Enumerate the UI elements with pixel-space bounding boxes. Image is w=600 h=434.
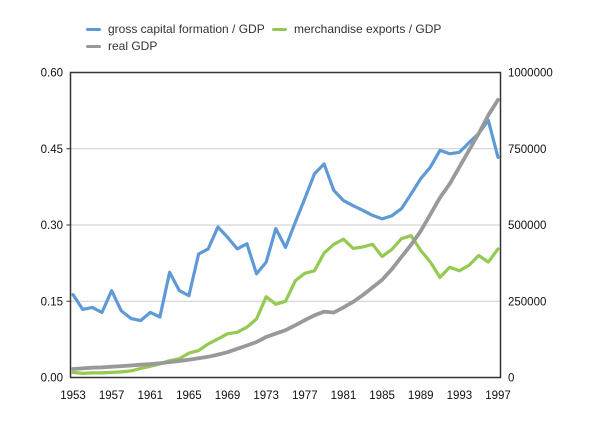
svg-text:1989: 1989 xyxy=(408,390,434,402)
svg-text:1993: 1993 xyxy=(447,390,473,402)
svg-text:0: 0 xyxy=(508,373,514,385)
svg-text:1969: 1969 xyxy=(215,390,241,402)
legend-line-swatch-gray-icon xyxy=(86,45,101,48)
svg-text:1953: 1953 xyxy=(60,390,86,402)
legend-label-real-gdp: real GDP xyxy=(108,39,158,53)
svg-text:0.45: 0.45 xyxy=(41,144,63,156)
svg-text:250000: 250000 xyxy=(508,296,546,308)
legend-line-swatch-green-icon xyxy=(272,28,287,31)
svg-text:0.30: 0.30 xyxy=(41,220,63,232)
legend-column-left: gross capital formation / GDP real GDP xyxy=(86,22,272,56)
svg-text:1957: 1957 xyxy=(99,390,125,402)
legend-column-right: merchandise exports / GDP xyxy=(272,22,441,39)
legend-line-swatch-blue-icon xyxy=(86,28,101,31)
svg-text:750000: 750000 xyxy=(508,144,546,156)
svg-text:1977: 1977 xyxy=(292,390,318,402)
svg-text:1997: 1997 xyxy=(485,390,511,402)
svg-text:1981: 1981 xyxy=(331,390,357,402)
legend-label-gross-capital-formation: gross capital formation / GDP xyxy=(108,22,265,36)
legend-label-merchandise-exports: merchandise exports / GDP xyxy=(294,22,442,36)
svg-text:1965: 1965 xyxy=(176,390,202,402)
svg-text:0.15: 0.15 xyxy=(41,296,63,308)
svg-text:0.60: 0.60 xyxy=(41,68,63,80)
svg-text:1985: 1985 xyxy=(369,390,395,402)
legend-item-real-gdp: real GDP xyxy=(86,39,272,54)
svg-text:500000: 500000 xyxy=(508,220,546,232)
chart-legend: gross capital formation / GDP real GDP m… xyxy=(86,22,441,56)
legend-item-gross-capital-formation: gross capital formation / GDP xyxy=(86,22,272,37)
legend-item-merchandise-exports: merchandise exports / GDP xyxy=(272,22,441,37)
svg-text:1973: 1973 xyxy=(253,390,279,402)
svg-text:0.00: 0.00 xyxy=(41,373,63,385)
svg-text:1961: 1961 xyxy=(137,390,163,402)
svg-text:1000000: 1000000 xyxy=(508,68,553,80)
